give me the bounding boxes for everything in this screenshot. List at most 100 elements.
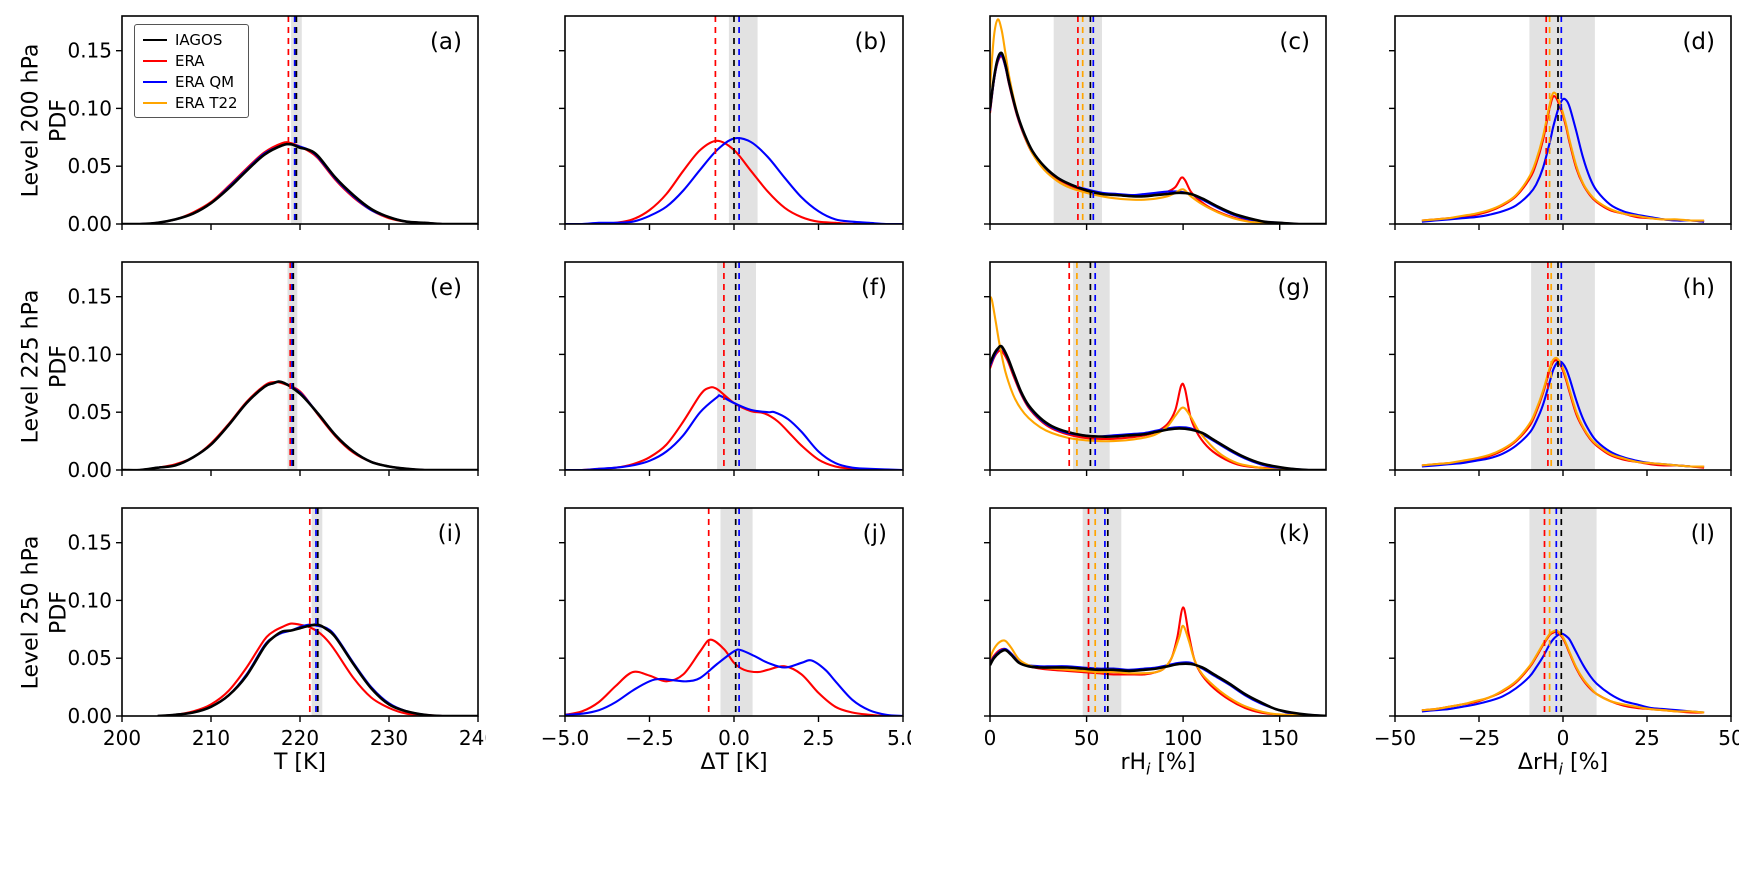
x-tick-label: 0.0 <box>718 726 750 750</box>
y-tick-label: 0.15 <box>67 39 112 63</box>
panel-letter: (a) <box>430 29 462 55</box>
y-tick-label: 0.05 <box>67 400 112 424</box>
x-tick-label: −2.5 <box>625 726 674 750</box>
curve-era-qm <box>565 394 903 470</box>
axes-frame <box>1394 261 1732 471</box>
x-tick-label: 200 <box>103 726 141 750</box>
panel-f: (f) <box>559 261 904 476</box>
curve-era <box>990 349 1326 470</box>
xlabel-temperature: T [K] <box>273 750 327 775</box>
curve-iagos <box>990 51 1326 224</box>
panel-letter: (d) <box>1682 29 1715 55</box>
legend-line-swatch <box>143 38 167 41</box>
panel-letter: (l) <box>1691 521 1715 547</box>
x-tick-label: 220 <box>281 726 319 750</box>
y-tick-label: 0.05 <box>67 646 112 670</box>
curve-iagos <box>122 380 478 470</box>
panel-letter: (f) <box>861 275 887 301</box>
curve-era-t22 <box>990 295 1326 470</box>
axes-frame <box>989 261 1327 471</box>
panel-letter: (e) <box>430 275 462 301</box>
y-tick-label: 0.00 <box>67 212 112 236</box>
legend-label: ERA QM <box>175 72 235 91</box>
y-tick-label: 0.15 <box>67 285 112 309</box>
panel-letter: (j) <box>863 521 887 547</box>
panel-k: 0 50 100 150 (k) <box>984 507 1327 750</box>
legend-item: IAGOS <box>143 29 238 50</box>
panel-h: (h) <box>1389 261 1732 476</box>
panel-letter: (b) <box>854 29 887 55</box>
x-tick-label: −5.0 <box>541 726 590 750</box>
y-tick-label: 0.10 <box>67 588 112 612</box>
panel-d: (d) <box>1389 15 1732 230</box>
curve-iagos <box>157 623 478 716</box>
panel-c: (c) <box>984 15 1327 230</box>
axes-frame <box>564 15 904 225</box>
panel-l: −50 −25 0 25 50 (l) <box>1374 507 1739 750</box>
x-tick-label: 0 <box>1557 726 1570 750</box>
legend-item: ERA <box>143 50 238 71</box>
panel-i: 200 210 220 230 240 0.00 0.05 0.10 0.15 (i) <box>67 507 486 750</box>
panel-letter: (i) <box>438 521 462 547</box>
y-tick-label: 0.00 <box>67 458 112 482</box>
x-tick-label: 5.0 <box>887 726 911 750</box>
x-tick-label: 50 <box>1074 726 1099 750</box>
legend-line-swatch <box>143 101 167 104</box>
axes-frame <box>121 507 479 717</box>
legend-line-swatch <box>143 80 167 83</box>
curve-era-qm <box>565 648 903 716</box>
curve-era-qm <box>990 346 1326 470</box>
legend-label: ERA T22 <box>175 93 238 112</box>
curve-iagos <box>990 648 1326 716</box>
axes-frame <box>989 507 1327 717</box>
legend-item: ERA T22 <box>143 92 238 113</box>
x-tick-label: 100 <box>1164 726 1202 750</box>
y-tick-label: 0.10 <box>67 342 112 366</box>
y-tick-label: 0.15 <box>67 531 112 555</box>
x-tick-label: −50 <box>1374 726 1416 750</box>
legend-label: ERA <box>175 51 205 70</box>
panel-g: (g) <box>984 261 1327 476</box>
axes-frame <box>121 15 479 225</box>
panel-letter: (c) <box>1279 29 1310 55</box>
panel-letter: (k) <box>1279 521 1310 547</box>
panel-j: −5.0 −2.5 0.0 2.5 5.0 (j) <box>541 507 911 750</box>
x-tick-label: 240 <box>459 726 486 750</box>
y-tick-label: 0.00 <box>67 704 112 728</box>
xlabel-delta-t: ΔT [K] <box>700 750 768 775</box>
x-tick-label: 0 <box>984 726 997 750</box>
x-tick-label: 230 <box>370 726 408 750</box>
axes-frame <box>1394 15 1732 225</box>
x-tick-label: 210 <box>192 726 230 750</box>
std-band <box>1529 16 1595 224</box>
legend-label: IAGOS <box>175 30 223 49</box>
curve-era <box>565 638 903 716</box>
curve-iagos <box>990 344 1326 470</box>
panel-b: (b) <box>559 15 904 230</box>
xlabel-delta-rhi: ΔrHi [%] <box>1517 750 1609 779</box>
x-tick-label: −25 <box>1458 726 1500 750</box>
legend-item: ERA QM <box>143 71 238 92</box>
axes-frame <box>564 261 904 471</box>
panel-a: 0.00 0.05 0.10 0.15 (a) <box>67 15 479 236</box>
axes-frame <box>989 15 1327 225</box>
panel-e: 0.00 0.05 0.10 0.15 (e) <box>67 261 479 482</box>
x-tick-label: 50 <box>1718 726 1739 750</box>
curve-era-t22 <box>990 624 1326 716</box>
x-tick-label: 150 <box>1261 726 1299 750</box>
curve-era-qm <box>990 647 1326 716</box>
xlabel-rhi: rHi [%] <box>1120 750 1196 779</box>
x-tick-label: 25 <box>1634 726 1659 750</box>
x-tick-label: 2.5 <box>803 726 835 750</box>
axes-frame <box>1394 507 1732 717</box>
legend-line-swatch <box>143 59 167 62</box>
curve-era <box>990 606 1326 716</box>
panel-letter: (h) <box>1682 275 1715 301</box>
legend: IAGOS ERA ERA QM ERA T22 <box>134 24 249 118</box>
curve-iagos <box>122 142 478 224</box>
axes-frame <box>564 507 904 717</box>
y-tick-label: 0.05 <box>67 154 112 178</box>
panel-letter: (g) <box>1277 275 1310 301</box>
y-tick-label: 0.10 <box>67 96 112 120</box>
